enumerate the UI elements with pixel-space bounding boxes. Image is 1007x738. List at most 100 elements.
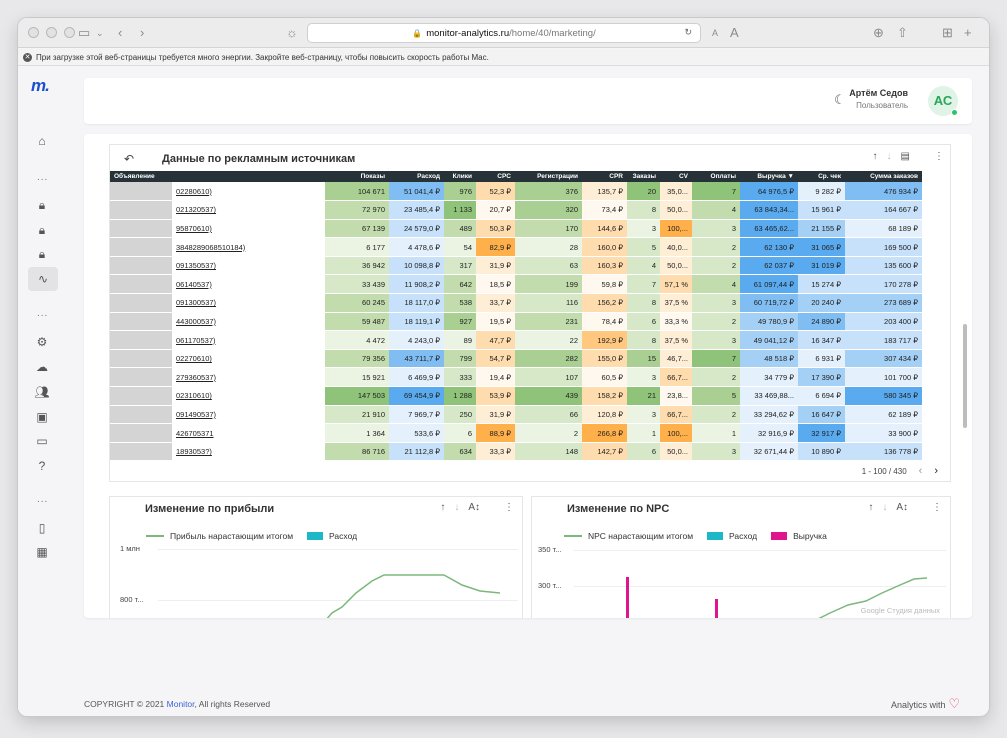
logo[interactable]: m. (31, 76, 50, 95)
table-row[interactable]: 279360537) 15 921 6 469,9 ₽333 19,4 ₽107 60,… (110, 367, 922, 388)
minimize-dot[interactable] (46, 27, 57, 38)
ad-link[interactable]: 02280610) (172, 182, 325, 202)
ad-link[interactable]: 1893053?) (172, 442, 325, 462)
ad-link[interactable]: 426705371 (172, 423, 325, 443)
table-row[interactable]: 02310610) 147 503 69 454,9 ₽1 288 53,9 ₽439… (110, 386, 922, 406)
column-header[interactable]: Выручка ▼ (740, 171, 798, 182)
scrollbar[interactable] (963, 324, 967, 428)
reload-icon[interactable]: ↻ (684, 27, 692, 37)
column-header[interactable]: Расход (389, 171, 444, 182)
sort-asc-icon[interactable]: ↑ (872, 151, 878, 162)
table-row[interactable]: 021320537) 72 970 23 485,4 ₽1 133 20,7 ₽320… (110, 200, 922, 220)
table-row[interactable]: 091350537) 36 942 10 098,8 ₽317 31,9 ₽63 160… (110, 256, 922, 276)
sidebar-toggle-icon[interactable]: ▭ (78, 25, 91, 40)
ad-link[interactable]: 02270610) (172, 349, 325, 369)
ad-link[interactable]: 021320537) (172, 200, 325, 220)
column-header[interactable]: Объявление (110, 171, 325, 182)
sort-asc-icon[interactable]: ↑ (440, 502, 446, 513)
brightness-icon[interactable]: ☼ (286, 25, 298, 40)
table-row[interactable]: 02270610) 79 356 43 711,7 ₽799 54,7 ₽282 155… (110, 349, 922, 369)
ad-link[interactable]: 091300537) (172, 293, 325, 313)
lock-icon[interactable]: 🔒︎ (38, 198, 46, 212)
prev-page-icon[interactable]: ‹ (918, 465, 923, 477)
gear-icon[interactable]: ⚙ (36, 335, 48, 349)
help-icon[interactable]: ? (38, 459, 46, 473)
activity-icon[interactable]: ∿ (28, 267, 58, 291)
table-row[interactable]: 1893053?) 86 716 21 112,8 ₽634 33,3 ₽148 142… (110, 442, 922, 462)
column-header[interactable]: Ср. чек (798, 171, 845, 182)
undo-icon[interactable]: ↶ (124, 152, 135, 166)
column-header[interactable]: CV (660, 171, 692, 182)
moon-icon[interactable]: ☾ (834, 92, 846, 107)
new-tab-icon[interactable]: + (964, 25, 972, 40)
download-icon[interactable]: ⊕ (873, 25, 884, 40)
board-icon[interactable]: ▣ (36, 410, 48, 424)
text-size-large-icon[interactable]: A (730, 25, 739, 40)
address-bar[interactable]: 🔒 monitor-analytics.ru/home/40/marketing… (307, 23, 701, 43)
share-icon[interactable]: ⇧ (897, 25, 908, 40)
column-header[interactable]: Заказы (627, 171, 660, 182)
mobile-icon[interactable]: ▯ (38, 521, 46, 535)
table-row[interactable]: 443000537) 59 487 18 119,1 ₽927 19,5 ₽231 78… (110, 312, 922, 332)
table-row[interactable]: 02280610) 104 671 51 041,4 ₽976 52,3 ₽376 13… (110, 182, 922, 202)
sort-az-icon[interactable]: A↕ (896, 502, 908, 513)
table-header-bar: ↶ Данные по рекламным источникам ↑ ↓ ▤ ⋮ (110, 145, 950, 171)
column-header[interactable]: CPR (582, 171, 627, 182)
table-row[interactable]: 426705371 1 364 533,6 ₽6 88,9 ₽2 266,8 ₽1 100… (110, 423, 922, 443)
table-row[interactable]: 061170537) 4 472 4 243,0 ₽89 47,7 ₽22 192,9 … (110, 330, 922, 350)
ad-link[interactable]: 061170537) (172, 330, 325, 350)
text-size-small-icon[interactable]: A (712, 28, 719, 38)
sort-desc-icon[interactable]: ↓ (454, 502, 460, 513)
ad-link[interactable]: 95870610) (172, 219, 325, 239)
table-row[interactable]: 95870610) 67 139 24 579,0 ₽489 50,3 ₽170 144… (110, 219, 922, 239)
ad-link[interactable]: 091350537) (172, 256, 325, 276)
chart-options-icon[interactable]: ▤ (900, 151, 910, 162)
close-dot[interactable] (28, 27, 39, 38)
table-cell: 3 (627, 219, 660, 239)
table-cell: 231 (515, 312, 582, 332)
brand-link[interactable]: Monitor (166, 699, 195, 709)
table-cell: 7 (627, 274, 660, 295)
window-controls[interactable] (28, 27, 75, 38)
avatar[interactable]: АС (928, 86, 958, 116)
table-row[interactable]: 091300537) 60 245 18 117,0 ₽538 33,7 ₽116 15… (110, 293, 922, 313)
next-page-icon[interactable]: › (934, 465, 938, 477)
table-row[interactable]: 3848289068510184) 6 177 4 478,6 ₽54 82,9 ₽2… (110, 237, 922, 257)
table-cell: 86 716 (325, 442, 389, 462)
forward-icon[interactable]: › (140, 25, 145, 40)
sort-desc-icon[interactable]: ↓ (882, 502, 888, 513)
column-header[interactable]: CPC (476, 171, 515, 182)
back-icon[interactable]: ‹ (118, 25, 123, 40)
tabs-grid-icon[interactable]: ⊞ (942, 25, 953, 40)
sort-az-icon[interactable]: A↕ (468, 502, 480, 513)
home-icon[interactable]: ⌂ (38, 134, 46, 148)
ad-link[interactable]: 3848289068510184) (172, 237, 325, 257)
more-menu-icon[interactable]: ⋮ (934, 151, 944, 162)
zoom-dot[interactable] (64, 27, 75, 38)
chevron-down-icon[interactable]: ⌄ (96, 28, 104, 38)
column-header[interactable]: Регистрации (515, 171, 582, 182)
ad-link[interactable]: 091490537) (172, 405, 325, 425)
monitor-icon[interactable]: ▭ (36, 434, 48, 448)
cloud-icon[interactable]: ☁ (36, 360, 48, 374)
more-menu-icon[interactable]: ⋮ (504, 502, 514, 513)
column-header[interactable]: Клики (444, 171, 476, 182)
ad-link[interactable]: 02310610) (172, 386, 325, 406)
users-icon[interactable]: 👥︎ (34, 385, 50, 399)
table-row[interactable]: 06140537) 33 439 11 908,2 ₽642 18,5 ₽199 59,… (110, 274, 922, 295)
ad-link[interactable]: 06140537) (172, 274, 325, 295)
ad-link[interactable]: 279360537) (172, 367, 325, 388)
sort-asc-icon[interactable]: ↑ (868, 502, 874, 513)
column-header[interactable]: Оплаты (692, 171, 740, 182)
more-menu-icon[interactable]: ⋮ (932, 502, 942, 513)
column-header[interactable]: Сумма заказов (845, 171, 922, 182)
sort-desc-icon[interactable]: ↓ (886, 151, 892, 162)
lock-icon[interactable]: 🔒︎ (38, 223, 46, 237)
table-cell: 89 (444, 330, 476, 350)
table-cell: 634 (444, 442, 476, 462)
qr-code-icon[interactable]: ▦ (36, 545, 48, 559)
ad-link[interactable]: 443000537) (172, 312, 325, 332)
column-header[interactable]: Показы (325, 171, 389, 182)
lock-icon[interactable]: 🔒︎ (38, 247, 46, 261)
table-row[interactable]: 091490537) 21 910 7 969,7 ₽250 31,9 ₽66 120,… (110, 405, 922, 425)
